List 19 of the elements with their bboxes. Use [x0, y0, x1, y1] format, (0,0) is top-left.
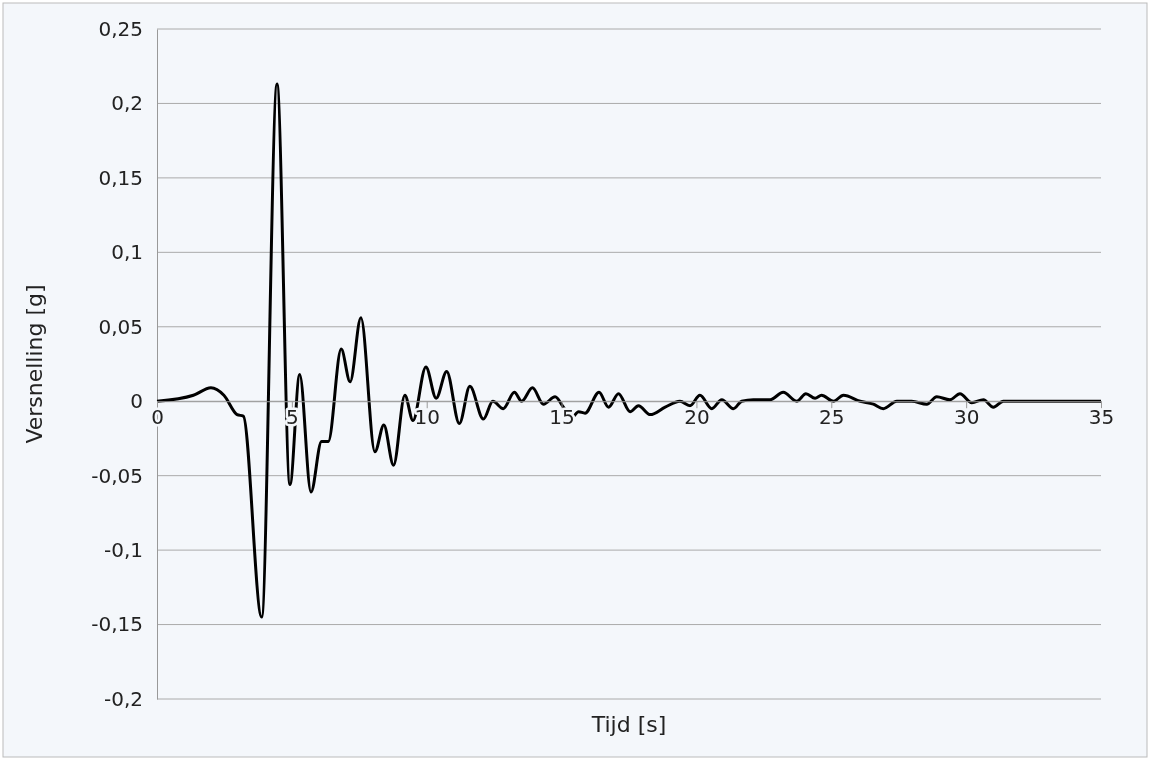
y-tick-label: -0,15 — [91, 612, 143, 637]
x-tick-label: 35 — [1088, 405, 1115, 430]
y-axis-title: Versnelling [g] — [22, 284, 47, 444]
y-tick-label: 0,05 — [98, 314, 143, 339]
y-tick-label: -0,05 — [91, 463, 143, 488]
y-tick-label: 0,25 — [98, 16, 143, 41]
x-tick-label: 20 — [684, 405, 710, 430]
x-tick-label: 30 — [953, 405, 980, 430]
y-tick-label: 0 — [130, 389, 143, 414]
y-tick-label: -0,2 — [103, 686, 143, 711]
x-tick-label: 15 — [549, 405, 575, 430]
y-tick-label: 0,1 — [111, 240, 143, 265]
x-tick-label: 10 — [414, 405, 440, 430]
x-tick-label: 0 — [151, 405, 164, 430]
x-tick-label: 25 — [819, 405, 845, 430]
x-axis-title: Tijd [s] — [590, 712, 667, 737]
y-tick-label: -0,1 — [103, 538, 143, 563]
y-tick-label: 0,15 — [98, 165, 143, 190]
y-tick-label: 0,2 — [111, 91, 143, 116]
